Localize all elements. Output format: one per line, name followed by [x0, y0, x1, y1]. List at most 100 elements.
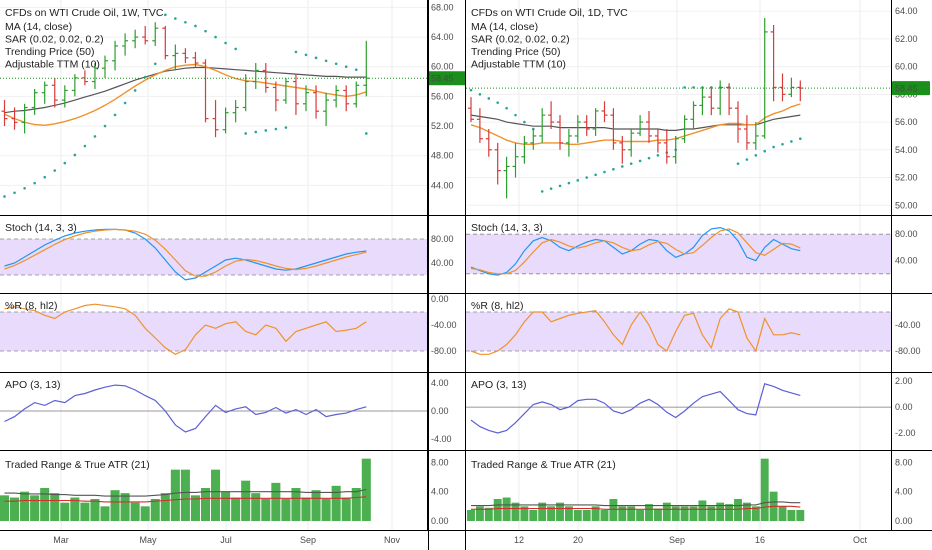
- sar-point: [53, 169, 57, 172]
- price-axis-0: [427, 0, 466, 530]
- x-tick-label: 12: [514, 535, 524, 545]
- range-bar: [170, 469, 180, 521]
- range-bar: [10, 497, 20, 521]
- range-bar: [716, 502, 725, 521]
- range-bar: [707, 506, 716, 521]
- sar-point: [478, 93, 482, 96]
- range-bar: [40, 488, 50, 521]
- range-bar: [110, 490, 120, 521]
- sar-point: [781, 142, 784, 146]
- last-price-badge: [892, 81, 930, 96]
- range-bar: [653, 508, 662, 521]
- apo-title: APO (3, 13): [471, 379, 526, 391]
- sar-point: [736, 162, 740, 165]
- sar-point: [799, 137, 802, 141]
- range-bar: [70, 497, 80, 521]
- sar-point: [43, 175, 46, 179]
- stoch-tick-label: 40.00: [895, 256, 918, 266]
- stoch-tick-label: 80.00: [895, 229, 918, 239]
- sar-point: [133, 89, 137, 92]
- atr-average-line: [471, 505, 801, 510]
- range-bar: [120, 493, 130, 521]
- price-tick-label: 50.00: [895, 200, 918, 210]
- last-price-badge: [428, 71, 466, 86]
- sar-point: [540, 190, 544, 193]
- last-price-label: 58.45: [895, 84, 918, 94]
- moving-average-line: [470, 103, 801, 145]
- sar-point: [772, 145, 775, 149]
- range-bar: [698, 500, 707, 521]
- range-bar: [321, 499, 331, 521]
- range-bar: [760, 458, 769, 521]
- range-bar: [538, 502, 547, 521]
- atr-tick-label: 0.00: [431, 516, 449, 526]
- legend-entry: SAR (0.02, 0.02, 0.2): [471, 34, 570, 46]
- sar-point: [214, 35, 217, 39]
- apo-tick-label: -4.00: [431, 434, 452, 444]
- x-tick-label: 16: [755, 535, 765, 545]
- range-bar: [467, 510, 475, 521]
- sar-point: [3, 195, 6, 198]
- range-bar: [291, 488, 301, 521]
- sar-point: [629, 162, 633, 165]
- range-bar: [200, 488, 211, 521]
- legend-entry: Adjustable TTM (10): [5, 59, 100, 71]
- atr-tick-label: 4.00: [895, 487, 913, 497]
- range-bar: [50, 493, 60, 521]
- range-bar: [301, 497, 311, 521]
- apo-title: APO (3, 13): [5, 379, 60, 391]
- sar-point: [83, 144, 87, 148]
- price-tick-label: 68.00: [431, 2, 454, 12]
- sar-point: [13, 191, 16, 195]
- price-tick-label: 54.00: [895, 145, 918, 155]
- range-bar: [60, 502, 70, 521]
- willr-band: [0, 312, 427, 351]
- sar-point: [790, 140, 793, 143]
- range-bar: [160, 493, 170, 521]
- apo-tick-label: 0.00: [895, 402, 913, 412]
- range-bar: [645, 504, 653, 521]
- sar-point: [234, 47, 237, 51]
- range-bar: [80, 502, 90, 521]
- sar-point: [576, 179, 580, 182]
- x-tick-label: Nov: [384, 535, 401, 545]
- sar-point: [33, 181, 36, 185]
- apo-line: [470, 383, 801, 434]
- range-bar: [493, 499, 502, 521]
- price-tick-label: 64.00: [895, 6, 918, 16]
- range-bar: [582, 510, 591, 521]
- sar-point: [487, 97, 491, 100]
- range-bar: [742, 502, 751, 521]
- atr-title: Traded Range & True ATR (21): [471, 459, 616, 471]
- sar-point: [754, 154, 758, 157]
- sar-point: [558, 184, 562, 188]
- range-bar: [484, 507, 493, 521]
- price-tick-label: 56.00: [431, 91, 454, 101]
- range-bar: [502, 497, 511, 521]
- willr-title: %R (8, hl2): [471, 300, 524, 312]
- willr-tick-label: -40.00: [895, 320, 921, 330]
- range-bar: [331, 485, 341, 521]
- stoch-k-line: [470, 226, 801, 276]
- willr-line: [470, 308, 801, 355]
- true-atr-line: [471, 501, 801, 507]
- apo-tick-label: 0.00: [431, 406, 449, 416]
- stoch-tick-label: 80.00: [431, 234, 454, 244]
- sar-point: [549, 187, 553, 190]
- range-bar: [796, 510, 805, 521]
- sar-point: [523, 120, 526, 124]
- apo-tick-label: 2.00: [895, 376, 913, 386]
- range-bar: [627, 506, 636, 521]
- willr-tick-label: -80.00: [895, 346, 921, 356]
- sar-point: [164, 13, 167, 17]
- x-tick-label: May: [139, 535, 157, 545]
- range-bar: [231, 497, 241, 521]
- price-tick-label: 52.00: [895, 173, 918, 183]
- price-tick-label: 52.00: [431, 121, 454, 131]
- sar-point: [334, 62, 338, 66]
- sar-point: [505, 106, 508, 110]
- x-tick-label: Oct: [853, 535, 868, 545]
- stoch-title: Stoch (14, 3, 3): [5, 222, 77, 234]
- stoch-tick-label: 40.00: [431, 258, 454, 268]
